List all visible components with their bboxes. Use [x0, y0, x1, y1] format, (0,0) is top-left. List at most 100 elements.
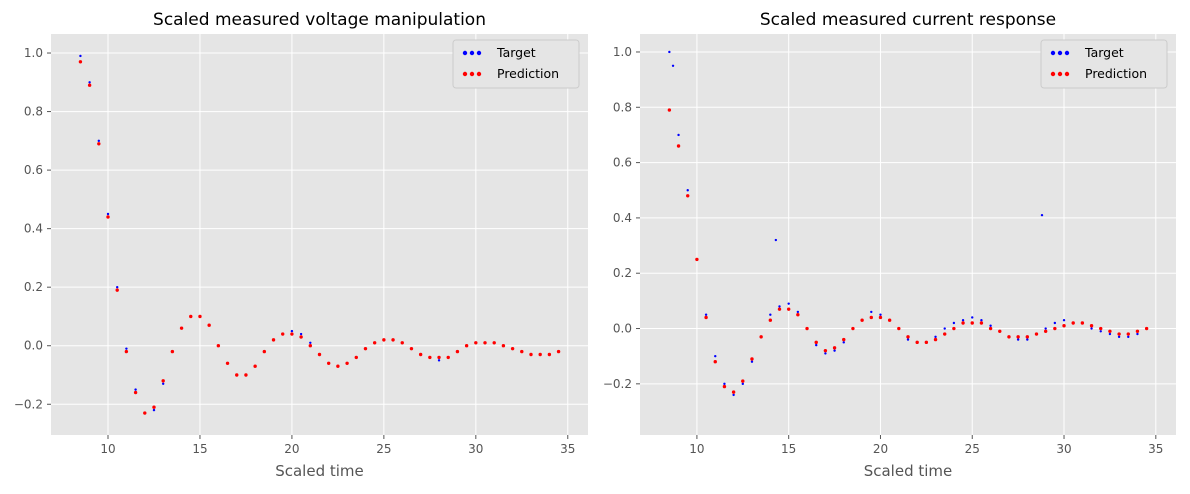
prediction-point	[317, 352, 322, 357]
legend-marker	[462, 50, 468, 56]
target-point	[1062, 319, 1066, 322]
prediction-point	[695, 257, 699, 262]
target-point	[879, 313, 882, 316]
target-point	[934, 335, 937, 339]
chart-title: Scaled measured voltage manipulation	[153, 10, 486, 30]
legend-marker	[462, 71, 468, 77]
prediction-point	[446, 355, 450, 360]
legend-label: Prediction	[497, 66, 559, 81]
prediction-point	[1071, 321, 1075, 325]
prediction-point	[1053, 326, 1057, 331]
prediction-point	[428, 355, 432, 360]
prediction-point	[409, 346, 414, 351]
target-point	[787, 302, 790, 305]
prediction-point	[382, 338, 386, 342]
x-tick-label: 35	[560, 442, 575, 456]
prediction-point	[336, 364, 340, 368]
prediction-point	[152, 405, 156, 409]
x-tick-label: 30	[468, 442, 483, 456]
x-axis-label: Scaled time	[275, 462, 364, 480]
target-point	[152, 408, 156, 412]
prediction-point	[832, 346, 837, 350]
y-tick-label: 0.0	[24, 339, 43, 353]
prediction-point	[686, 194, 690, 198]
legend-marker	[469, 50, 475, 56]
x-tick-label: 15	[781, 442, 796, 456]
prediction-point	[124, 349, 129, 354]
y-tick-label: 0.2	[24, 280, 43, 294]
target-point	[1136, 332, 1139, 336]
plot-area	[51, 34, 588, 435]
prediction-point	[796, 313, 800, 317]
target-point	[437, 359, 441, 362]
target-point	[723, 382, 726, 386]
prediction-point	[556, 349, 561, 354]
target-point	[1026, 338, 1029, 341]
prediction-point	[676, 144, 681, 148]
target-point	[97, 139, 101, 143]
target-point	[824, 352, 827, 355]
target-point	[1090, 327, 1093, 330]
prediction-point	[741, 379, 745, 383]
prediction-point	[161, 379, 165, 383]
prediction-point	[400, 341, 404, 345]
legend-label: Target	[1084, 45, 1124, 60]
prediction-point	[1007, 335, 1011, 339]
legend-marker	[476, 71, 482, 77]
target-point	[815, 343, 818, 347]
prediction-point	[1089, 324, 1094, 328]
prediction-point	[78, 60, 83, 64]
prediction-point	[878, 315, 883, 320]
series-group	[667, 50, 1149, 397]
y-tick-label: 0.4	[24, 222, 43, 236]
prediction-point	[1135, 329, 1140, 333]
target-point	[833, 349, 836, 352]
y-tick-label: 0.8	[24, 105, 43, 119]
prediction-point	[354, 355, 358, 360]
prediction-point	[97, 142, 101, 146]
prediction-point	[179, 326, 184, 330]
chart-2: 10 15 20 25 30 35 −0.2 0.0 0.2 0.4 0.6 0.8 1.0 Scaled…	[603, 10, 1176, 480]
prediction-point	[133, 390, 138, 395]
legend-marker	[1064, 71, 1070, 77]
legend-label: Target	[496, 45, 536, 60]
prediction-point	[759, 335, 763, 339]
target-point	[704, 313, 708, 316]
prediction-point	[244, 373, 248, 377]
legend: Target Prediction	[452, 39, 580, 89]
prediction-point	[547, 352, 552, 357]
legend-label: Prediction	[1085, 66, 1147, 81]
prediction-point	[842, 337, 846, 342]
y-tick-label: 0.6	[613, 156, 632, 170]
prediction-point	[281, 332, 285, 336]
target-point	[671, 64, 675, 68]
target-point	[1117, 335, 1121, 339]
prediction-point	[391, 338, 395, 342]
legend-box	[1040, 39, 1168, 89]
target-point	[796, 310, 800, 314]
prediction-point	[1108, 329, 1112, 333]
x-tick-label: 25	[376, 442, 391, 456]
plot-area	[640, 34, 1176, 435]
prediction-point	[1025, 335, 1030, 339]
prediction-point	[1043, 329, 1048, 333]
target-point	[980, 319, 983, 322]
target-point	[732, 393, 735, 397]
prediction-point	[906, 335, 910, 339]
prediction-point	[823, 348, 828, 353]
prediction-point	[529, 352, 533, 357]
target-point	[116, 285, 119, 289]
prediction-point	[970, 321, 974, 325]
prediction-point	[722, 384, 727, 389]
prediction-point	[704, 315, 708, 320]
prediction-point	[363, 346, 368, 351]
y-tick-label: 0.6	[24, 163, 43, 177]
prediction-point	[768, 318, 773, 322]
x-tick-label: 30	[1056, 442, 1071, 456]
y-tick-label: 0.0	[613, 322, 632, 336]
prediction-point	[961, 321, 965, 325]
prediction-point	[1099, 326, 1103, 331]
prediction-point	[713, 360, 717, 364]
chart-title: Scaled measured current response	[760, 10, 1056, 30]
